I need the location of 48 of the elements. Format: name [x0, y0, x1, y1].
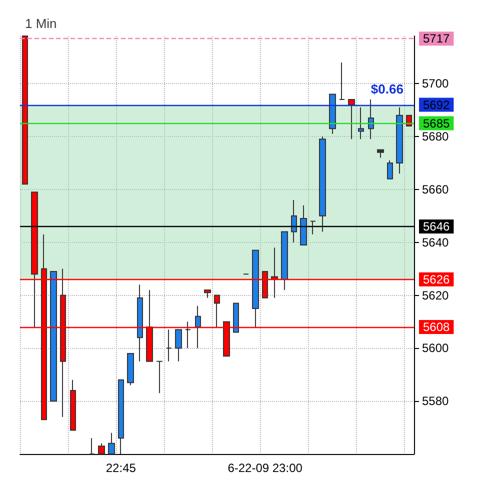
ref-line-label: 5646 — [423, 219, 450, 234]
candlestick — [377, 149, 384, 158]
y-tick-label: 5700 — [422, 76, 450, 91]
candlestick — [98, 442, 105, 454]
candlestick — [310, 220, 316, 235]
candlestick — [185, 321, 191, 349]
x-tick-label: 22:45 — [106, 461, 136, 475]
candlestick — [233, 302, 239, 333]
candlestick — [406, 114, 412, 126]
y-tick-label: 5580 — [422, 394, 450, 408]
candlestick — [89, 438, 95, 454]
candlestick — [358, 106, 364, 140]
y-tick-label: 5680 — [422, 130, 450, 144]
ref-line-label: 5626 — [423, 272, 450, 286]
candlestick — [70, 379, 76, 431]
candlestick — [329, 94, 336, 134]
candlestick — [300, 204, 307, 246]
y-tick-label: 5620 — [422, 288, 450, 302]
ref-line-label: 5685 — [423, 116, 450, 130]
candlestick — [387, 160, 393, 180]
candlestick — [281, 231, 288, 290]
candlestick — [204, 289, 211, 298]
candlestick — [348, 98, 355, 140]
candlestick — [137, 284, 143, 362]
candlestick — [291, 200, 297, 243]
candlestick — [175, 329, 182, 362]
candlestick — [195, 305, 201, 349]
candlestick — [252, 250, 259, 328]
ref-line-label: 5717 — [423, 32, 450, 46]
candlestick — [396, 106, 403, 174]
candlestick — [50, 270, 57, 402]
y-tick-label: 5600 — [422, 341, 450, 356]
candlestick — [156, 360, 163, 394]
candlestick — [108, 432, 115, 454]
candlestick — [118, 379, 124, 454]
candlestick — [368, 98, 374, 140]
candlestick — [127, 352, 134, 386]
annotation: $0.66 — [370, 81, 404, 96]
ref-line-label: 5692 — [423, 98, 450, 112]
candlestick — [339, 62, 345, 100]
ref-line-label: 5608 — [423, 320, 450, 334]
y-tick-label: 5640 — [422, 235, 450, 250]
candlestick — [22, 36, 28, 185]
candlestick — [166, 329, 172, 362]
x-tick-label: 6-22-09 23:00 — [228, 461, 303, 475]
chart-title: 1 Min — [25, 16, 57, 31]
candlestick — [319, 136, 326, 232]
y-tick-label: 5660 — [422, 182, 450, 196]
